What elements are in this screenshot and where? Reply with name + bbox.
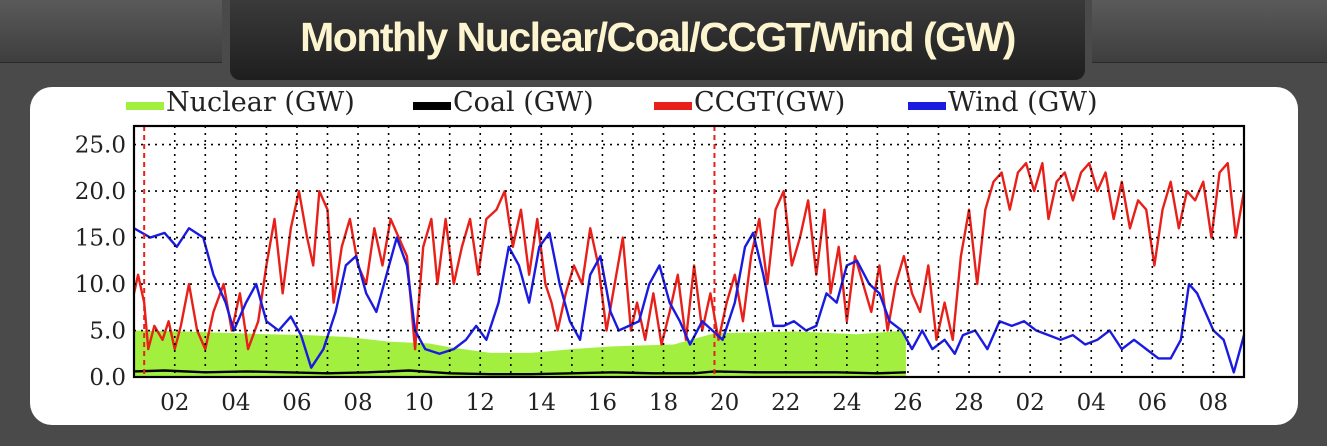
x-tick-label: 06	[282, 390, 311, 416]
legend-label: Wind (GW)	[948, 87, 1098, 118]
legend-label: CCGT(GW)	[694, 87, 845, 118]
y-tick-label: 20.0	[75, 179, 126, 205]
x-tick-label: 02	[1016, 390, 1045, 416]
x-tick-label: 16	[588, 390, 617, 416]
x-tick-label: 14	[527, 390, 556, 416]
x-tick-label: 08	[343, 390, 372, 416]
chart-svg: 0.0 5.0 10.0 15.0 20.0 25.0 02 04 06 08 10 12 14 16 18…	[75, 87, 1246, 416]
y-tick-label: 5.0	[89, 319, 126, 345]
legend-label: Coal (GW)	[453, 87, 594, 118]
x-tick-label: 20	[710, 390, 739, 416]
y-tick-label: 25.0	[75, 133, 126, 159]
x-tick-label: 24	[832, 390, 861, 416]
x-tick-label: 26	[893, 390, 922, 416]
x-tick-label: 02	[160, 390, 189, 416]
x-tick-label: 10	[404, 390, 433, 416]
chart-title: Monthly Nuclear/Coal/CCGT/Wind (GW)	[300, 14, 1016, 60]
frame-bevel-left	[0, 0, 222, 63]
legend-swatch	[908, 102, 946, 110]
plot-area	[134, 126, 1244, 377]
y-tick-label: 15.0	[75, 226, 126, 252]
y-tick-label: 0.0	[89, 365, 126, 391]
plot-frame	[132, 124, 1246, 379]
title-bar: Monthly Nuclear/Coal/CCGT/Wind (GW)	[230, 0, 1085, 80]
series-line-coal-gw	[133, 369, 906, 376]
x-tick-label: 28	[954, 390, 983, 416]
legend-swatch	[654, 102, 692, 110]
x-tick-label: 04	[221, 390, 250, 416]
x-tick-label: 04	[1077, 390, 1106, 416]
legend-label: Nuclear (GW)	[166, 87, 355, 118]
x-tick-label: 18	[649, 390, 678, 416]
series-line-wind-gw	[133, 227, 1246, 374]
frame-bevel-right	[1092, 0, 1327, 63]
y-tick-label: 10.0	[75, 272, 126, 298]
x-tick-label: 08	[1199, 390, 1228, 416]
x-tick-label: 22	[771, 390, 800, 416]
series-line-ccgt-gw	[132, 161, 1246, 351]
legend-swatch	[413, 102, 451, 110]
legend-swatch	[126, 102, 164, 110]
x-tick-label: 12	[466, 390, 495, 416]
x-tick-label: 06	[1138, 390, 1167, 416]
chart-panel: 0.0 5.0 10.0 15.0 20.0 25.0 02 04 06 08 10 12 14 16 18…	[30, 87, 1298, 425]
